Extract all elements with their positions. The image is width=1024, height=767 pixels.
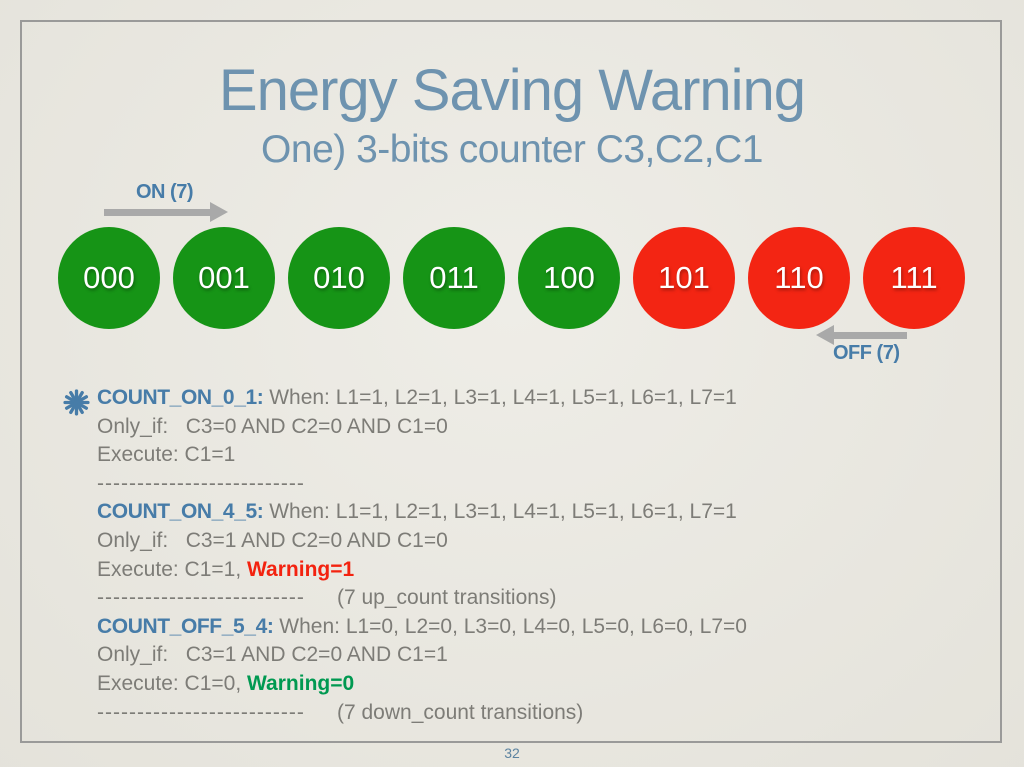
counter-state-label: 010 xyxy=(313,260,365,295)
counter-state-label: 000 xyxy=(83,260,135,295)
rule-name: COUNT_OFF_5_4: xyxy=(97,614,274,638)
rule-condition: Only_if: C3=1 AND C2=0 AND C1=1 xyxy=(97,643,448,667)
counter-state-label: 001 xyxy=(198,260,250,295)
rule-block-count-off-5-4: COUNT_OFF_5_4: When: L1=0, L2=0, L3=0, L… xyxy=(97,613,937,727)
rule-note: (7 down_count transitions) xyxy=(337,700,584,724)
slide-title: Energy Saving Warning xyxy=(218,58,806,123)
rule-divider: -------------------------- xyxy=(97,586,305,610)
starburst-bullet-icon xyxy=(63,389,90,416)
counter-state-circle: 010 xyxy=(288,227,390,329)
rule-warning: Warning=0 xyxy=(247,671,355,695)
counter-state-circle: 110 xyxy=(748,227,850,329)
rule-when: When: L1=0, L2=0, L3=0, L4=0, L5=0, L6=0… xyxy=(273,614,747,638)
off-arrow-label: OFF (7) xyxy=(833,342,900,364)
rule-condition: Only_if: C3=1 AND C2=0 AND C1=0 xyxy=(97,528,448,552)
rule-block-count-on-4-5: COUNT_ON_4_5: When: L1=1, L2=1, L3=1, L4… xyxy=(97,498,937,612)
rule-divider: -------------------------- xyxy=(97,471,305,495)
rule-execute: Execute: C1=1, xyxy=(97,557,248,581)
counter-state-circle: 101 xyxy=(633,227,735,329)
rule-execute: Execute: C1=1 xyxy=(97,443,236,467)
off-arrow xyxy=(834,332,907,339)
page-number: 32 xyxy=(504,745,520,761)
rule-execute: Execute: C1=0, xyxy=(97,671,248,695)
counter-state-circle: 011 xyxy=(403,227,505,329)
rule-block-count-on-0-1: COUNT_ON_0_1: When: L1=1, L2=1, L3=1, L4… xyxy=(97,384,937,498)
counter-state-circle: 001 xyxy=(173,227,275,329)
counter-state-label: 011 xyxy=(429,260,479,295)
rule-when: When: L1=1, L2=1, L3=1, L4=1, L5=1, L6=1… xyxy=(263,500,737,524)
on-arrow-label: ON (7) xyxy=(136,181,194,203)
on-arrow xyxy=(104,209,210,216)
counter-state-label: 100 xyxy=(543,260,595,295)
rule-note: (7 up_count transitions) xyxy=(337,586,557,610)
rules-text-block: COUNT_ON_0_1: When: L1=1, L2=1, L3=1, L4… xyxy=(97,384,937,727)
counter-state-circle: 100 xyxy=(518,227,620,329)
counter-state-circle: 000 xyxy=(58,227,160,329)
rule-warning: Warning=1 xyxy=(247,557,355,581)
on-arrow-head-icon xyxy=(210,202,228,222)
rule-name: COUNT_ON_4_5: xyxy=(97,500,264,524)
slide-subtitle: One) 3-bits counter C3,C2,C1 xyxy=(261,128,763,171)
counter-states-row: 000 001 010 011 100 101 110 111 xyxy=(58,227,965,329)
counter-state-label: 111 xyxy=(890,260,938,295)
counter-state-circle: 111 xyxy=(863,227,965,329)
counter-state-label: 110 xyxy=(774,260,824,295)
rule-divider: -------------------------- xyxy=(97,700,305,724)
rule-condition: Only_if: C3=0 AND C2=0 AND C1=0 xyxy=(97,414,448,438)
counter-state-label: 101 xyxy=(658,260,710,295)
rule-name: COUNT_ON_0_1: xyxy=(97,386,264,409)
off-arrow-head-icon xyxy=(816,325,834,345)
rule-when: When: L1=1, L2=1, L3=1, L4=1, L5=1, L6=1… xyxy=(263,386,737,409)
